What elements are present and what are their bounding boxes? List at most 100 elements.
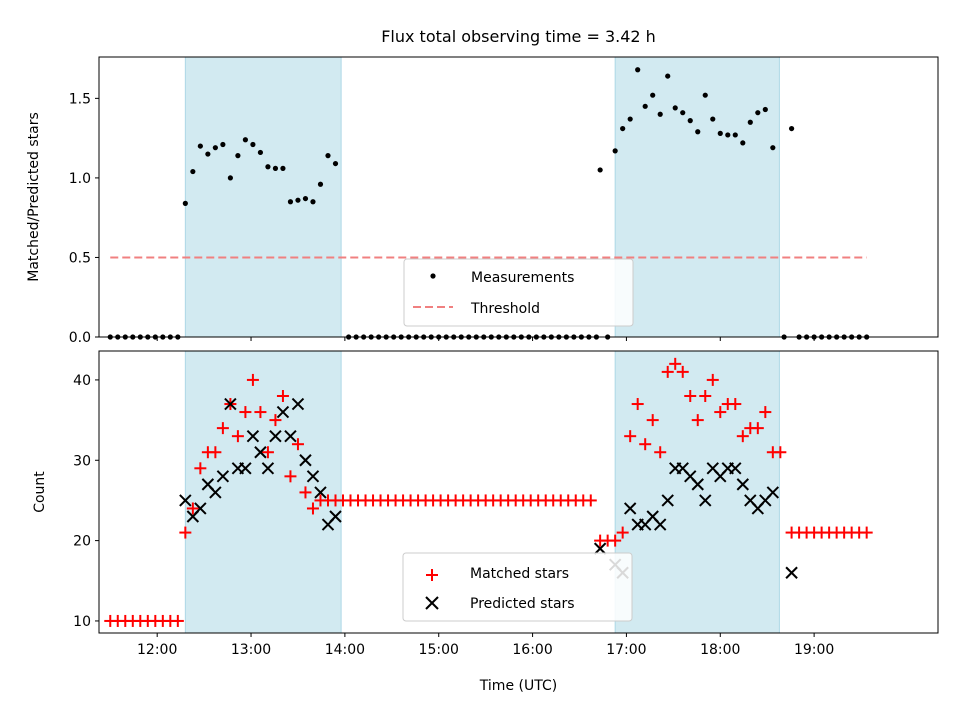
observing-span bbox=[184, 350, 342, 634]
measurement-point bbox=[250, 141, 256, 148]
measurement-point bbox=[302, 195, 309, 202]
observing-span bbox=[614, 350, 780, 634]
measurement-point bbox=[710, 116, 716, 122]
measurement-point bbox=[770, 145, 776, 151]
x-tick-label: 14:00 bbox=[325, 642, 365, 658]
matched-star-point bbox=[299, 486, 312, 499]
matched-star-point bbox=[684, 389, 697, 402]
matched-star-point bbox=[699, 389, 712, 402]
matched-star-point bbox=[631, 398, 644, 411]
matched-star-point bbox=[661, 365, 674, 378]
matched-star-point bbox=[584, 494, 597, 507]
predicted-star-point bbox=[194, 502, 207, 515]
x-axis-label: Time (UTC) bbox=[479, 678, 557, 694]
matched-star-point bbox=[246, 373, 259, 386]
y-tick-label: 1.5 bbox=[69, 91, 91, 107]
measurement-point bbox=[227, 175, 233, 181]
y-tick-label: 0.0 bbox=[69, 330, 91, 346]
legend-label-threshold: Threshold bbox=[470, 301, 540, 317]
measurement-point bbox=[642, 103, 648, 109]
matched-star-point bbox=[669, 357, 682, 370]
matched-star-point bbox=[269, 414, 282, 427]
legend-box bbox=[402, 552, 633, 622]
y-tick-label: 30 bbox=[73, 453, 91, 469]
measurement-point bbox=[657, 111, 663, 117]
predicted-star-point bbox=[766, 486, 780, 499]
matched-star-point bbox=[714, 406, 727, 419]
matched-star-point bbox=[209, 446, 222, 459]
legend-label-predicted: Predicted stars bbox=[470, 596, 575, 612]
measurement-point bbox=[235, 153, 241, 159]
measurement-point bbox=[620, 125, 626, 132]
matched-star-point bbox=[691, 414, 704, 427]
predicted-star-point bbox=[261, 462, 275, 475]
y-axis-ticks: 10 20 30 40 bbox=[73, 373, 99, 630]
predicted-star-point bbox=[691, 478, 704, 491]
measurement-point bbox=[612, 148, 618, 154]
measurement-point bbox=[747, 119, 753, 125]
legend-marker-predicted bbox=[425, 596, 439, 610]
matched-star-point bbox=[646, 414, 659, 427]
matched-star-point bbox=[736, 430, 749, 443]
measurement-point bbox=[740, 140, 746, 146]
y-tick-label: 1.0 bbox=[69, 171, 91, 187]
measurement-point bbox=[717, 130, 723, 136]
measurement-point bbox=[627, 116, 633, 122]
matched-star-point bbox=[179, 526, 192, 539]
predicted-star-point bbox=[729, 462, 742, 475]
legend-marker-measurements bbox=[430, 273, 436, 279]
x-axis-ticks: 12:00 13:00 14:00 15:00 16:00 17:00 18:00 19:00 bbox=[137, 633, 834, 658]
predicted-star-point bbox=[299, 454, 312, 467]
predicted-star-point bbox=[593, 542, 607, 555]
predicted-star-point bbox=[623, 502, 637, 515]
matched-star-point bbox=[729, 398, 742, 411]
measurement-point bbox=[725, 132, 731, 138]
y-tick-label: 20 bbox=[73, 534, 91, 550]
matched-star-point bbox=[171, 614, 184, 627]
predicted-star-point bbox=[209, 486, 222, 499]
predicted-star-point bbox=[306, 470, 320, 483]
measurement-point bbox=[762, 106, 768, 113]
predicted-star-point bbox=[329, 510, 342, 523]
measurement-point bbox=[650, 92, 656, 98]
matched-star-point bbox=[706, 373, 719, 386]
flux-ratio-panel: 0.0 0.5 1.0 1.5 Matched/Predicted stars Mea… bbox=[26, 56, 939, 346]
measurement-point bbox=[265, 164, 271, 170]
predicted-star-point bbox=[661, 494, 674, 507]
matched-star-point bbox=[751, 422, 764, 435]
chart-title: Flux total observing time = 3.42 h bbox=[381, 27, 656, 46]
matched-star-point bbox=[759, 406, 772, 419]
matched-star-point bbox=[676, 365, 689, 378]
y-tick-label: 0.5 bbox=[69, 250, 91, 266]
measurement-point bbox=[205, 151, 211, 157]
x-tick-label: 16:00 bbox=[512, 642, 552, 658]
matched-star-point bbox=[774, 446, 787, 459]
y-tick-label: 40 bbox=[73, 373, 91, 389]
legend: Matched stars Predicted stars bbox=[402, 552, 633, 622]
star-count-series bbox=[104, 357, 873, 627]
matched-star-point bbox=[216, 422, 229, 435]
observing-span bbox=[614, 56, 780, 338]
matched-star-point bbox=[239, 406, 252, 419]
matched-star-point bbox=[194, 462, 207, 475]
x-tick-label: 12:00 bbox=[137, 642, 177, 658]
measurement-point bbox=[672, 105, 678, 111]
measurement-series bbox=[107, 67, 870, 340]
x-tick-label: 17:00 bbox=[606, 642, 646, 658]
legend-label-measurements: Measurements bbox=[471, 270, 574, 286]
measurement-point bbox=[197, 143, 203, 149]
predicted-star-point bbox=[269, 429, 282, 443]
matched-star-point bbox=[254, 406, 267, 419]
matched-star-point bbox=[291, 438, 304, 451]
predicted-star-point bbox=[654, 518, 667, 531]
x-tick-label: 13:00 bbox=[231, 642, 271, 658]
matched-star-point bbox=[860, 526, 873, 539]
measurement-point bbox=[242, 137, 249, 143]
matched-star-point bbox=[261, 446, 274, 459]
predicted-star-point bbox=[179, 494, 192, 507]
measurement-point bbox=[695, 129, 701, 135]
matched-star-point bbox=[276, 389, 289, 402]
predicted-star-point bbox=[246, 429, 260, 443]
predicted-star-point bbox=[239, 462, 252, 475]
